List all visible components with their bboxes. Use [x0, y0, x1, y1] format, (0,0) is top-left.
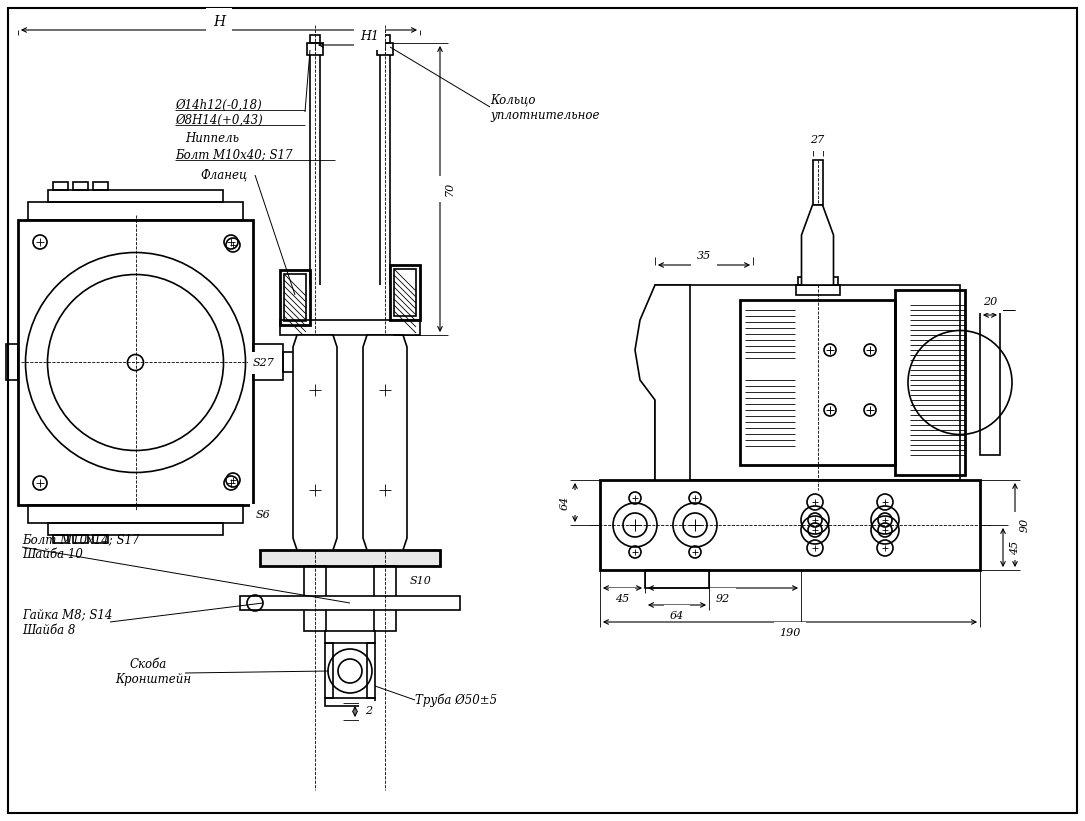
Bar — [374, 566, 396, 631]
Text: 45: 45 — [1010, 540, 1020, 555]
Text: 45: 45 — [615, 594, 629, 604]
Bar — [600, 480, 980, 570]
Bar — [740, 300, 895, 465]
Text: S10: S10 — [410, 576, 432, 586]
Text: Ø14h12(-0,18): Ø14h12(-0,18) — [175, 99, 261, 112]
Bar — [280, 320, 420, 335]
Text: H1: H1 — [360, 30, 379, 44]
Bar — [326, 643, 333, 698]
Bar — [644, 570, 709, 588]
Text: Ниппель: Ниппель — [186, 131, 239, 144]
Bar — [73, 535, 88, 543]
Text: H: H — [213, 15, 225, 29]
Text: S27: S27 — [253, 358, 275, 368]
Bar — [18, 220, 253, 505]
Bar — [980, 310, 1000, 455]
Bar — [394, 269, 416, 316]
Bar — [253, 345, 283, 380]
Bar — [655, 285, 960, 480]
Bar — [797, 277, 838, 285]
Bar — [326, 631, 375, 643]
Text: 70: 70 — [445, 182, 455, 196]
Bar — [48, 523, 224, 535]
Bar — [813, 160, 822, 205]
Bar — [93, 535, 108, 543]
Text: 27: 27 — [810, 135, 825, 145]
Bar — [7, 345, 18, 380]
Text: 90: 90 — [1020, 518, 1030, 532]
Polygon shape — [363, 335, 407, 550]
Text: Кольцо: Кольцо — [490, 94, 536, 107]
Bar — [376, 43, 393, 55]
Text: S6: S6 — [255, 510, 270, 520]
Text: Шайба 10: Шайба 10 — [22, 548, 82, 562]
Bar — [795, 285, 840, 295]
Text: Шайба 8: Шайба 8 — [22, 623, 75, 636]
Bar — [307, 43, 323, 55]
Bar — [240, 596, 460, 610]
Text: Кронштейн: Кронштейн — [115, 673, 191, 686]
Bar — [93, 182, 108, 190]
Text: Гайка M8; S14: Гайка M8; S14 — [22, 608, 113, 621]
Polygon shape — [635, 285, 690, 480]
Bar — [48, 190, 224, 202]
Text: Ø8H14(+0,43): Ø8H14(+0,43) — [175, 113, 263, 126]
Text: Фланец: Фланец — [200, 168, 247, 181]
Bar — [283, 352, 295, 373]
Bar — [260, 550, 441, 566]
Bar — [390, 265, 420, 320]
Bar — [73, 182, 88, 190]
Bar — [284, 274, 306, 321]
Text: Болт M10x14; S17: Болт M10x14; S17 — [22, 534, 140, 547]
Text: 190: 190 — [779, 628, 801, 638]
Text: 20: 20 — [983, 297, 997, 307]
Text: Труба Ø50±5: Труба Ø50±5 — [414, 693, 497, 707]
Bar — [380, 35, 390, 43]
Polygon shape — [293, 335, 337, 550]
Text: 64: 64 — [560, 495, 570, 510]
Polygon shape — [802, 205, 833, 285]
Bar — [28, 202, 243, 220]
Text: 2: 2 — [365, 707, 372, 717]
Bar — [280, 270, 310, 325]
Text: 35: 35 — [697, 251, 711, 261]
Bar — [53, 182, 68, 190]
Bar — [53, 535, 68, 543]
Bar — [895, 290, 965, 475]
Text: 64: 64 — [669, 611, 685, 621]
Text: Болт M10x40; S17: Болт M10x40; S17 — [175, 149, 293, 162]
Bar — [304, 566, 326, 631]
Text: Скоба: Скоба — [130, 658, 167, 672]
Text: 92: 92 — [716, 594, 730, 604]
Bar — [310, 35, 320, 43]
Bar — [326, 698, 375, 706]
Text: уплотнительное: уплотнительное — [490, 108, 600, 122]
Bar — [367, 643, 375, 698]
Bar — [28, 505, 243, 523]
